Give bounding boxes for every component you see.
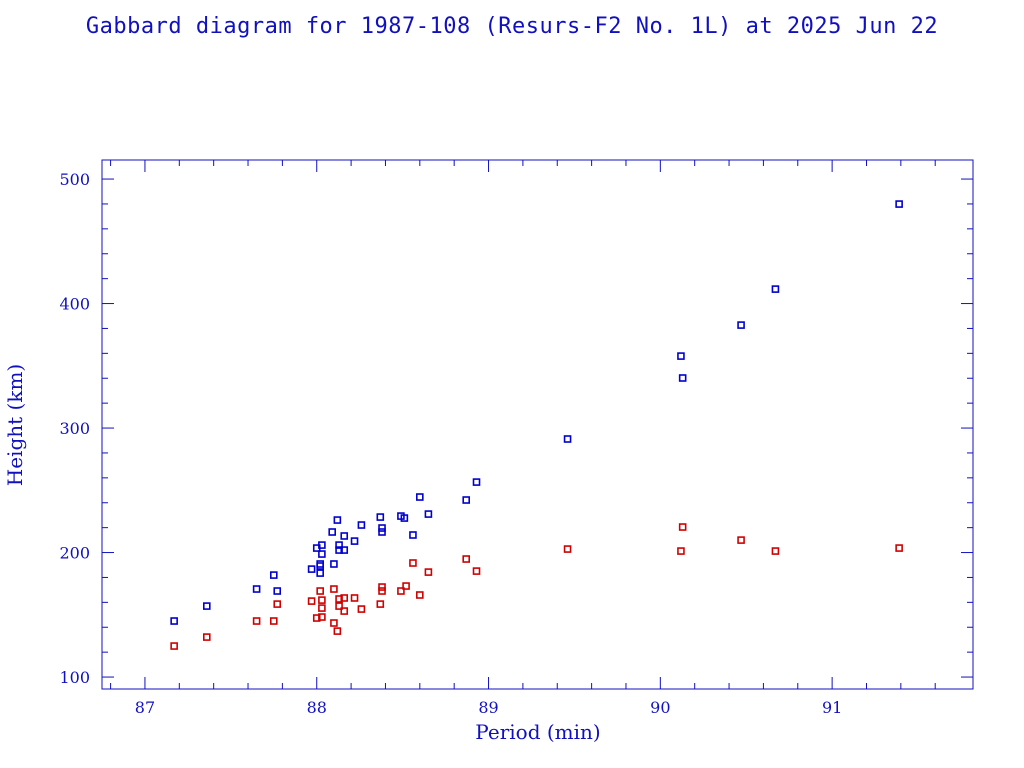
apogee-point — [895, 200, 903, 208]
y-tick-label: 300 — [59, 419, 90, 438]
perigee-point — [737, 536, 745, 544]
x-tick-label: 90 — [650, 698, 670, 717]
perigee-point — [307, 597, 316, 605]
perigee-point — [402, 582, 410, 590]
apogee-point — [269, 571, 278, 579]
apogee-point — [340, 546, 349, 554]
apogee-point — [252, 585, 261, 593]
perigee-point — [409, 559, 417, 567]
apogee-point — [330, 560, 338, 568]
apogee-point — [350, 537, 359, 545]
apogee-point — [677, 352, 685, 360]
y-axis-label: Height (km) — [3, 364, 27, 486]
chart-title: Gabbard diagram for 1987-108 (Resurs-F2 … — [85, 14, 939, 39]
perigee-point — [378, 587, 386, 595]
apogee-point — [409, 531, 417, 539]
apogee-point — [416, 493, 424, 501]
apogee-point — [462, 496, 471, 504]
perigee-point — [202, 633, 211, 641]
perigee-point — [335, 602, 343, 610]
perigee-point — [397, 587, 405, 595]
perigee-point — [416, 591, 424, 599]
perigee-point — [376, 600, 385, 608]
apogee-point — [333, 516, 342, 524]
apogee-point — [316, 569, 324, 577]
apogee-point — [400, 514, 409, 522]
apogee-point — [202, 602, 211, 610]
perigee-point — [316, 587, 324, 595]
perigee-point — [340, 594, 349, 602]
x-tick-label: 87 — [135, 698, 155, 717]
perigee-point — [330, 585, 338, 593]
perigee-point — [330, 619, 338, 627]
perigee-point — [677, 547, 685, 555]
perigee-point — [462, 555, 471, 563]
perigee-point — [340, 607, 349, 615]
perigee-point — [170, 642, 178, 650]
apogee-point — [563, 435, 572, 443]
y-tick-label: 500 — [59, 170, 90, 189]
perigee-point — [378, 583, 386, 591]
apogee-point — [771, 285, 780, 293]
apogee-point — [318, 541, 326, 549]
apogee-point — [340, 532, 349, 540]
x-tick-label: 89 — [478, 698, 498, 717]
perigee-point — [318, 613, 326, 621]
apogee-point — [376, 513, 385, 521]
y-tick-label: 100 — [59, 668, 90, 687]
y-tick-label: 400 — [59, 295, 90, 314]
apogee-point — [335, 541, 343, 549]
perigee-point — [318, 596, 326, 604]
perigee-point — [335, 595, 343, 603]
perigee-point — [678, 523, 687, 531]
apogee-point — [737, 321, 745, 329]
apogee-point — [378, 524, 386, 532]
perigee-point — [563, 545, 572, 553]
x-tick-label: 88 — [307, 698, 327, 717]
perigee-point — [357, 605, 366, 613]
apogee-point — [357, 521, 366, 529]
perigee-point — [312, 614, 321, 622]
perigee-point — [333, 627, 342, 635]
apogee-point — [472, 478, 481, 486]
perigee-point — [424, 568, 433, 576]
apogee-point — [424, 510, 433, 518]
x-tick-label: 91 — [822, 698, 842, 717]
apogee-point — [316, 560, 324, 568]
plot-frame — [101, 159, 974, 690]
apogee-point — [273, 587, 282, 595]
perigee-point — [472, 567, 481, 575]
apogee-point — [316, 562, 324, 570]
perigee-point — [771, 547, 780, 555]
apogee-point — [328, 528, 337, 536]
apogee-point — [378, 528, 386, 536]
perigee-point — [252, 617, 261, 625]
perigee-point — [273, 600, 282, 608]
y-tick-label: 200 — [59, 544, 90, 563]
apogee-point — [170, 617, 178, 625]
apogee-point — [307, 565, 316, 573]
apogee-point — [318, 550, 326, 558]
apogee-point — [678, 374, 687, 382]
apogee-point — [335, 546, 343, 554]
x-axis-label: Period (min) — [475, 720, 600, 744]
perigee-point — [318, 604, 326, 612]
perigee-point — [269, 617, 278, 625]
perigee-point — [895, 544, 903, 552]
perigee-point — [350, 594, 359, 602]
